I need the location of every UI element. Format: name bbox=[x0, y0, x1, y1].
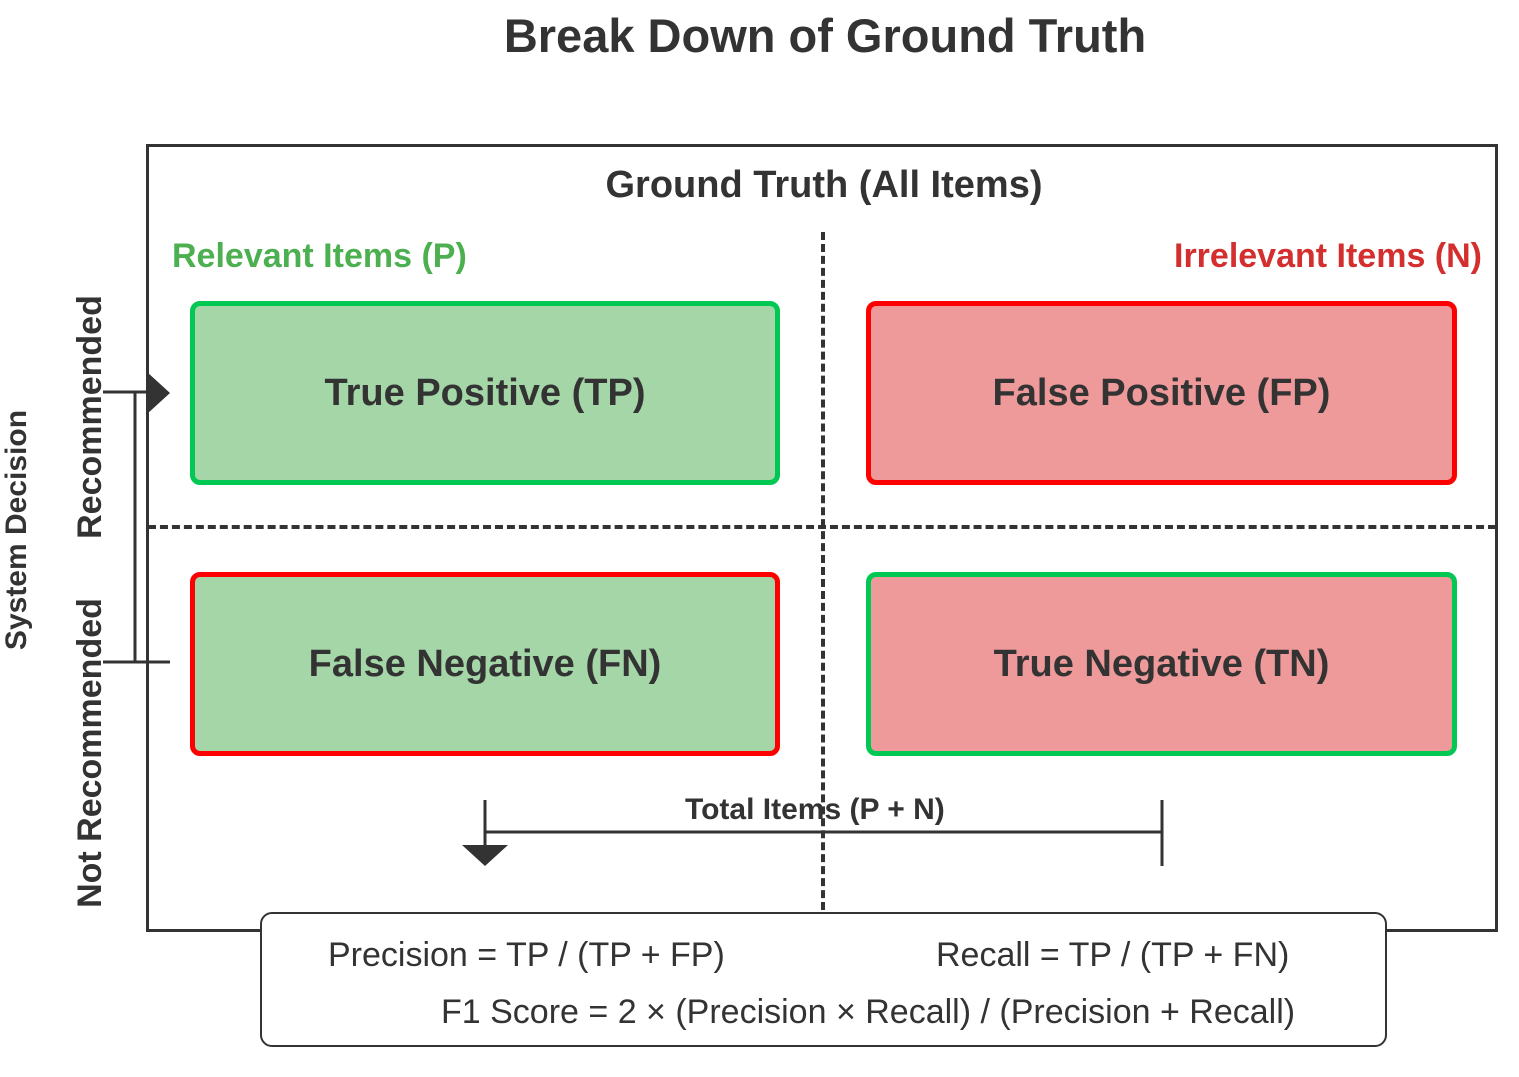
relevant-items-label: Relevant Items (P) bbox=[172, 237, 467, 275]
true-positive-label: True Positive (TP) bbox=[324, 371, 646, 414]
false-negative-label: False Negative (FN) bbox=[308, 642, 662, 685]
diagram-title: Break Down of Ground Truth bbox=[503, 9, 1147, 62]
total-items-label: Total Items (P + N) bbox=[685, 793, 945, 826]
ground-truth-label: Ground Truth (All Items) bbox=[605, 164, 1043, 206]
horizontal-divider bbox=[148, 525, 1496, 529]
recall-formula: Recall = TP / (TP + FN) bbox=[936, 936, 1290, 974]
false-positive-cell: False Positive (FP) bbox=[866, 301, 1457, 485]
irrelevant-items-label: Irrelevant Items (N) bbox=[1174, 237, 1482, 275]
recommended-arrowhead bbox=[147, 372, 170, 414]
f1-formula: F1 Score = 2 × (Precision × Recall) / (P… bbox=[441, 993, 1296, 1031]
true-negative-cell: True Negative (TN) bbox=[866, 572, 1457, 756]
true-negative-label: True Negative (TN) bbox=[993, 642, 1330, 685]
false-positive-label: False Positive (FP) bbox=[992, 371, 1331, 414]
false-negative-cell: False Negative (FN) bbox=[190, 572, 780, 756]
total-items-arrowhead bbox=[462, 845, 508, 866]
precision-formula: Precision = TP / (TP + FP) bbox=[328, 936, 725, 974]
formula-box bbox=[260, 912, 1387, 1047]
vertical-divider bbox=[821, 232, 825, 922]
true-positive-cell: True Positive (TP) bbox=[190, 301, 780, 485]
